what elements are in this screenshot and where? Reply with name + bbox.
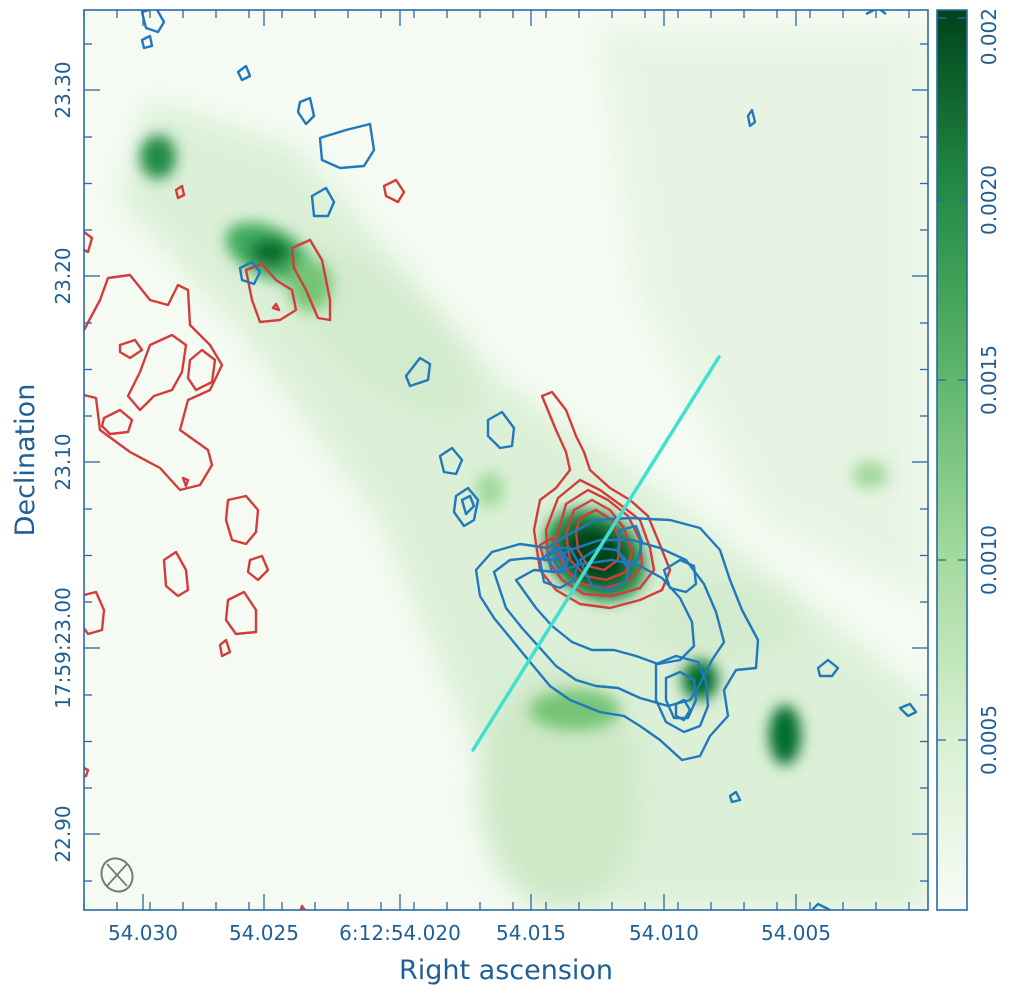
x-tick-label: 54.015 bbox=[496, 921, 566, 945]
x-tick-label: 54.005 bbox=[761, 921, 831, 945]
y-tick-labels: 23.30 23.20 23.10 17:59:23.00 22.90 bbox=[51, 61, 75, 862]
red-contours bbox=[84, 178, 672, 910]
colorbar-frame bbox=[936, 9, 968, 911]
y-tick-label: 22.90 bbox=[51, 805, 75, 862]
colorbar-tick-label: 0.0015 bbox=[977, 345, 1001, 415]
colorbar-tick-label: 0.0010 bbox=[977, 525, 1001, 595]
y-tick-label: 17:59:23.00 bbox=[51, 587, 75, 709]
image-panel bbox=[84, 10, 928, 910]
beam-ellipse bbox=[100, 857, 134, 893]
y-tick-label: 23.10 bbox=[51, 433, 75, 490]
colorbar: 0.0005 0.0010 0.0015 0.0020 0.002 bbox=[936, 8, 1001, 911]
colorbar-tick-label: 0.002 bbox=[977, 8, 1001, 65]
y-axis-ticks bbox=[84, 43, 928, 882]
y-tick-label: 23.20 bbox=[51, 247, 75, 304]
colorbar-ticks bbox=[937, 17, 967, 741]
x-tick-label: 6:12:54.020 bbox=[339, 921, 461, 945]
x-axis-ticks bbox=[83, 10, 910, 910]
y-tick-label: 23.30 bbox=[51, 61, 75, 118]
slit-line bbox=[471, 355, 721, 752]
plot-frame bbox=[83, 9, 929, 911]
x-tick-label: 54.025 bbox=[229, 921, 299, 945]
x-tick-labels: 54.030 54.025 6:12:54.020 54.015 54.010 … bbox=[108, 921, 831, 945]
colorbar-tick-label: 0.0005 bbox=[977, 705, 1001, 775]
colorbar-gradient bbox=[937, 10, 967, 910]
x-axis-title: Right ascension bbox=[399, 955, 613, 986]
colorbar-tick-label: 0.0020 bbox=[977, 165, 1001, 235]
x-tick-label: 54.010 bbox=[629, 921, 699, 945]
y-axis-title: Declination bbox=[10, 384, 41, 537]
x-tick-label: 54.030 bbox=[108, 921, 178, 945]
